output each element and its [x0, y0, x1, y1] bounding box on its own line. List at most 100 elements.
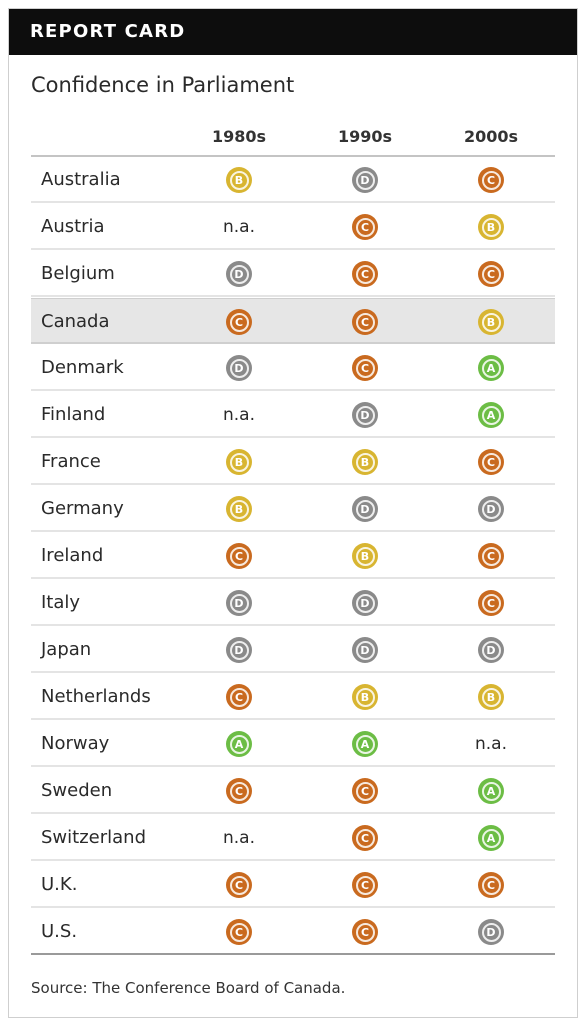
- grade-cell-1980s: B: [189, 439, 289, 485]
- grade-letter: C: [355, 922, 375, 942]
- grade-badge-icon: C: [226, 684, 252, 710]
- grade-letter: B: [481, 687, 501, 707]
- grade-cell-2000s: D: [441, 627, 541, 673]
- grade-badge-icon: A: [478, 355, 504, 381]
- grade-badge-icon: A: [478, 402, 504, 428]
- not-available-text: n.a.: [223, 217, 255, 237]
- grade-badge-icon: D: [226, 637, 252, 663]
- grade-cell-1980s: C: [189, 674, 289, 720]
- country-name: Italy: [41, 592, 81, 613]
- grade-cell-2000s: B: [441, 299, 541, 345]
- grade-badge-icon: B: [352, 449, 378, 475]
- grade-letter: C: [229, 781, 249, 801]
- grade-badge-icon: A: [226, 731, 252, 757]
- grade-letter: C: [229, 546, 249, 566]
- grade-cell-2000s: C: [441, 533, 541, 579]
- grade-badge-icon: C: [478, 449, 504, 475]
- grade-badge-icon: C: [478, 590, 504, 616]
- grade-letter: D: [229, 593, 249, 613]
- grade-cell-2000s: n.a.: [441, 721, 541, 767]
- grade-letter: B: [355, 687, 375, 707]
- grade-letter: D: [229, 358, 249, 378]
- grade-letter: D: [229, 640, 249, 660]
- grade-cell-1980s: C: [189, 299, 289, 345]
- grade-cell-1990s: D: [315, 486, 415, 532]
- grade-cell-1980s: B: [189, 486, 289, 532]
- grade-cell-1990s: C: [315, 909, 415, 955]
- grade-cell-1990s: C: [315, 815, 415, 861]
- table-row: Australia B D C: [31, 157, 555, 203]
- grade-letter: C: [481, 264, 501, 284]
- grade-letter: C: [481, 546, 501, 566]
- grade-cell-1980s: D: [189, 580, 289, 626]
- table-row: Italy D D C: [31, 580, 555, 626]
- grade-badge-icon: D: [478, 919, 504, 945]
- grade-letter: C: [229, 922, 249, 942]
- grade-badge-icon: B: [478, 214, 504, 240]
- grade-badge-icon: C: [352, 355, 378, 381]
- grade-cell-1980s: C: [189, 768, 289, 814]
- grade-badge-icon: C: [352, 825, 378, 851]
- grade-badge-icon: D: [352, 590, 378, 616]
- grade-cell-2000s: B: [441, 674, 541, 720]
- grade-badge-icon: D: [352, 637, 378, 663]
- grade-letter: D: [355, 499, 375, 519]
- country-name: Sweden: [41, 780, 113, 801]
- grade-cell-2000s: A: [441, 768, 541, 814]
- grade-badge-icon: A: [478, 825, 504, 851]
- grade-badge-icon: D: [352, 496, 378, 522]
- grade-cell-1990s: C: [315, 299, 415, 345]
- grade-letter: B: [481, 217, 501, 237]
- source-note: Source: The Conference Board of Canada.: [31, 979, 346, 997]
- table-row: U.K. C C C: [31, 862, 555, 908]
- table-row: Ireland C B C: [31, 533, 555, 579]
- grade-letter: C: [355, 264, 375, 284]
- grade-badge-icon: D: [226, 261, 252, 287]
- table-row: Germany B D D: [31, 486, 555, 532]
- grade-cell-1990s: C: [315, 345, 415, 391]
- grade-badge-icon: D: [226, 355, 252, 381]
- grade-letter: B: [229, 452, 249, 472]
- grade-letter: C: [355, 875, 375, 895]
- grade-cell-1990s: A: [315, 721, 415, 767]
- grade-cell-1980s: D: [189, 627, 289, 673]
- country-name: Japan: [41, 639, 92, 660]
- grade-cell-1990s: B: [315, 674, 415, 720]
- table-row: Netherlands C B B: [31, 674, 555, 720]
- grade-cell-1980s: C: [189, 533, 289, 579]
- grade-badge-icon: C: [352, 261, 378, 287]
- country-name: Switzerland: [41, 827, 146, 848]
- grade-cell-1980s: C: [189, 909, 289, 955]
- grade-badge-icon: D: [352, 402, 378, 428]
- country-name: Ireland: [41, 545, 104, 566]
- grade-cell-1980s: n.a.: [189, 392, 289, 438]
- grade-badge-icon: A: [478, 778, 504, 804]
- country-name: Canada: [41, 311, 110, 332]
- grade-cell-2000s: C: [441, 580, 541, 626]
- grade-letter: D: [481, 499, 501, 519]
- grade-letter: A: [481, 781, 501, 801]
- country-name: U.S.: [41, 921, 78, 942]
- grade-cell-1990s: C: [315, 204, 415, 250]
- grade-badge-icon: C: [226, 872, 252, 898]
- not-available-text: n.a.: [223, 828, 255, 848]
- grade-cell-1980s: D: [189, 345, 289, 391]
- column-header-2000s: 2000s: [463, 127, 519, 146]
- grade-cell-1990s: D: [315, 580, 415, 626]
- grade-badge-icon: C: [352, 919, 378, 945]
- grade-cell-2000s: A: [441, 345, 541, 391]
- grade-letter: A: [229, 734, 249, 754]
- grade-badge-icon: B: [226, 167, 252, 193]
- grade-letter: A: [481, 405, 501, 425]
- grade-cell-1990s: B: [315, 533, 415, 579]
- grade-letter: C: [355, 358, 375, 378]
- grade-letter: C: [355, 312, 375, 332]
- country-name: Denmark: [41, 357, 124, 378]
- grade-cell-2000s: C: [441, 251, 541, 297]
- country-name: France: [41, 451, 101, 472]
- grade-cell-1980s: C: [189, 862, 289, 908]
- grade-letter: C: [481, 170, 501, 190]
- table-row: France B B C: [31, 439, 555, 485]
- column-header-1990s: 1990s: [337, 127, 393, 146]
- country-name: Norway: [41, 733, 110, 754]
